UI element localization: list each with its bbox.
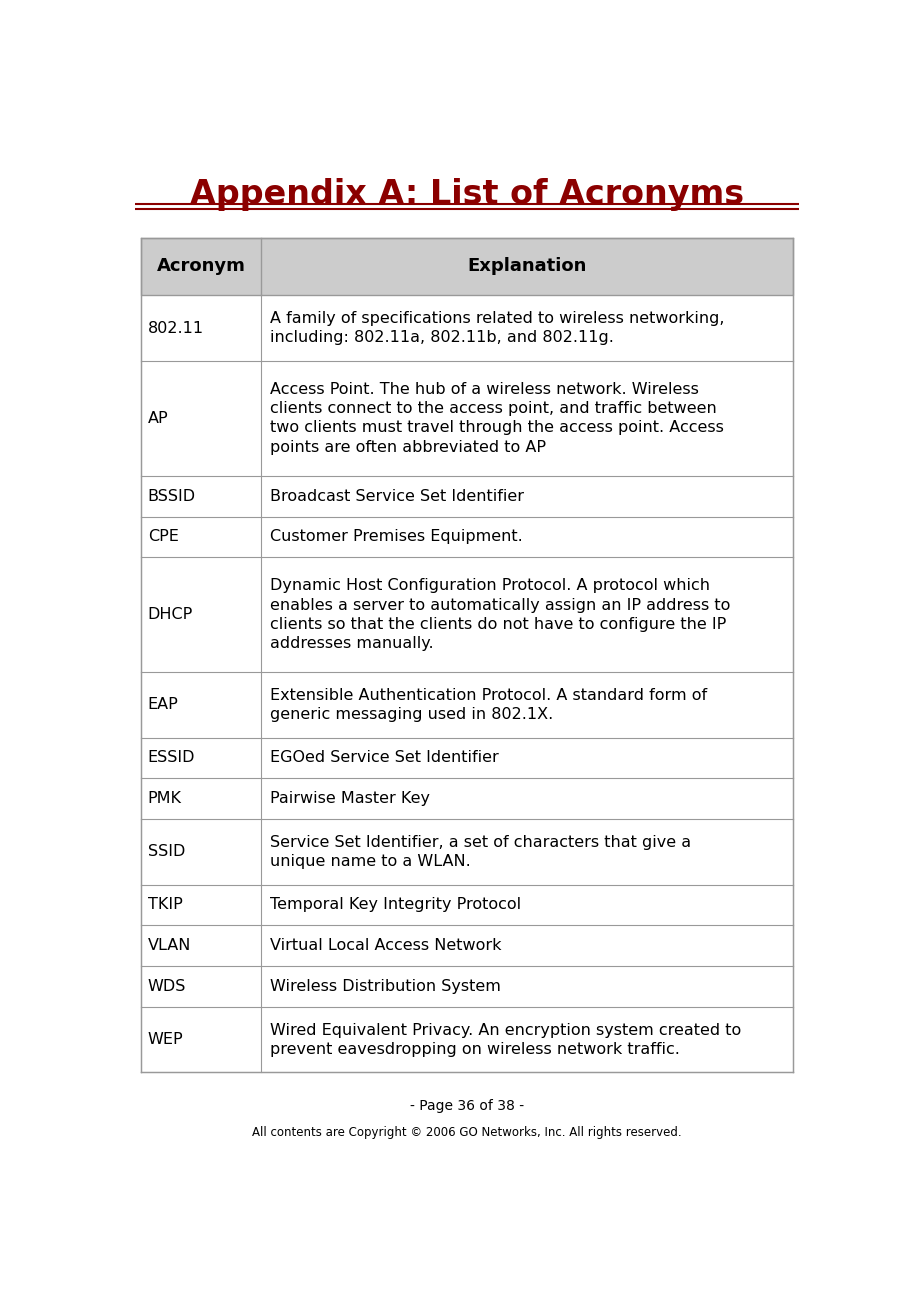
Text: Extensible Authentication Protocol. A standard form of
generic messaging used in: Extensible Authentication Protocol. A st… (270, 687, 707, 722)
Bar (140, 738, 793, 778)
Text: Broadcast Service Set Identifier: Broadcast Service Set Identifier (270, 489, 524, 503)
Bar (140, 925, 793, 966)
Bar (140, 885, 793, 925)
Bar (140, 361, 793, 476)
Bar (140, 778, 793, 820)
Text: All contents are Copyright © 2006 GO Networks, Inc. All rights reserved.: All contents are Copyright © 2006 GO Net… (252, 1126, 681, 1139)
Text: PMK: PMK (148, 791, 182, 807)
Bar (140, 820, 793, 885)
Text: Dynamic Host Configuration Protocol. A protocol which
enables a server to automa: Dynamic Host Configuration Protocol. A p… (270, 578, 731, 651)
Text: DHCP: DHCP (148, 607, 193, 623)
Text: TKIP: TKIP (148, 898, 182, 913)
Text: WDS: WDS (148, 979, 186, 994)
Text: - Page 36 of 38 -: - Page 36 of 38 - (410, 1100, 524, 1113)
Bar (140, 516, 793, 558)
Text: Service Set Identifier, a set of characters that give a
unique name to a WLAN.: Service Set Identifier, a set of charact… (270, 835, 691, 869)
Text: Customer Premises Equipment.: Customer Premises Equipment. (270, 529, 523, 545)
Text: Virtual Local Access Network: Virtual Local Access Network (270, 938, 501, 953)
Text: EGOed Service Set Identifier: EGOed Service Set Identifier (270, 751, 498, 765)
Text: ESSID: ESSID (148, 751, 195, 765)
Text: SSID: SSID (148, 844, 185, 860)
Text: VLAN: VLAN (148, 938, 191, 953)
Text: EAP: EAP (148, 698, 179, 712)
Text: Temporal Key Integrity Protocol: Temporal Key Integrity Protocol (270, 898, 521, 913)
Text: Pairwise Master Key: Pairwise Master Key (270, 791, 430, 807)
Text: Wireless Distribution System: Wireless Distribution System (270, 979, 501, 994)
Bar (140, 1006, 793, 1073)
Text: A family of specifications related to wireless networking,
including: 802.11a, 8: A family of specifications related to wi… (270, 311, 724, 345)
Bar (140, 237, 793, 296)
Text: Wired Equivalent Privacy. An encryption system created to
prevent eavesdropping : Wired Equivalent Privacy. An encryption … (270, 1022, 742, 1057)
Text: BSSID: BSSID (148, 489, 196, 503)
Text: Appendix A: List of Acronyms: Appendix A: List of Acronyms (189, 178, 744, 210)
Text: 802.11: 802.11 (148, 320, 204, 336)
Bar (140, 672, 793, 738)
Bar (140, 296, 793, 361)
Bar (140, 558, 793, 672)
Text: Acronym: Acronym (157, 258, 245, 275)
Bar (140, 476, 793, 516)
Text: WEP: WEP (148, 1032, 183, 1047)
Text: Explanation: Explanation (467, 258, 587, 275)
Text: Access Point. The hub of a wireless network. Wireless
clients connect to the acc: Access Point. The hub of a wireless netw… (270, 383, 723, 455)
Bar (140, 966, 793, 1006)
Text: AP: AP (148, 411, 169, 425)
Text: CPE: CPE (148, 529, 179, 545)
